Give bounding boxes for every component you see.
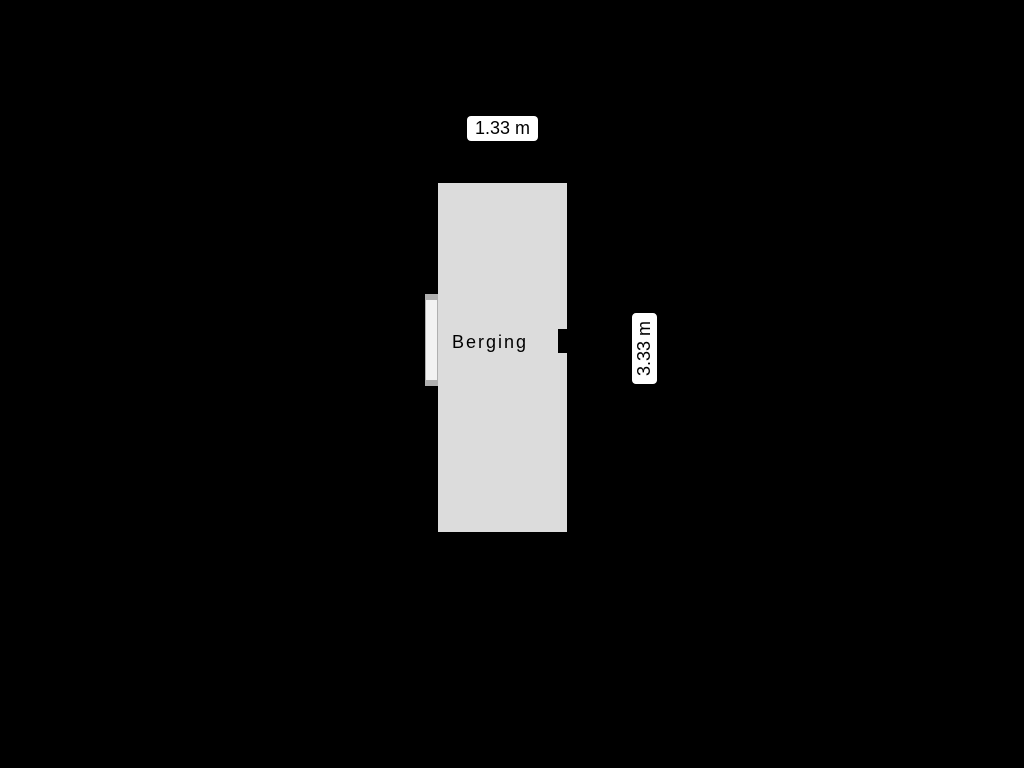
floorplan-canvas: Berging 1.33 m 3.33 m (0, 0, 1024, 768)
door-left-icon (425, 294, 438, 386)
door-right-icon (558, 329, 575, 353)
dimension-width-label: 1.33 m (467, 116, 538, 141)
room-berging (430, 175, 575, 540)
door-left-panel (425, 300, 438, 380)
dimension-height-label: 3.33 m (632, 313, 657, 384)
room-label: Berging (452, 332, 528, 353)
door-left-bottom-cap (425, 380, 438, 386)
